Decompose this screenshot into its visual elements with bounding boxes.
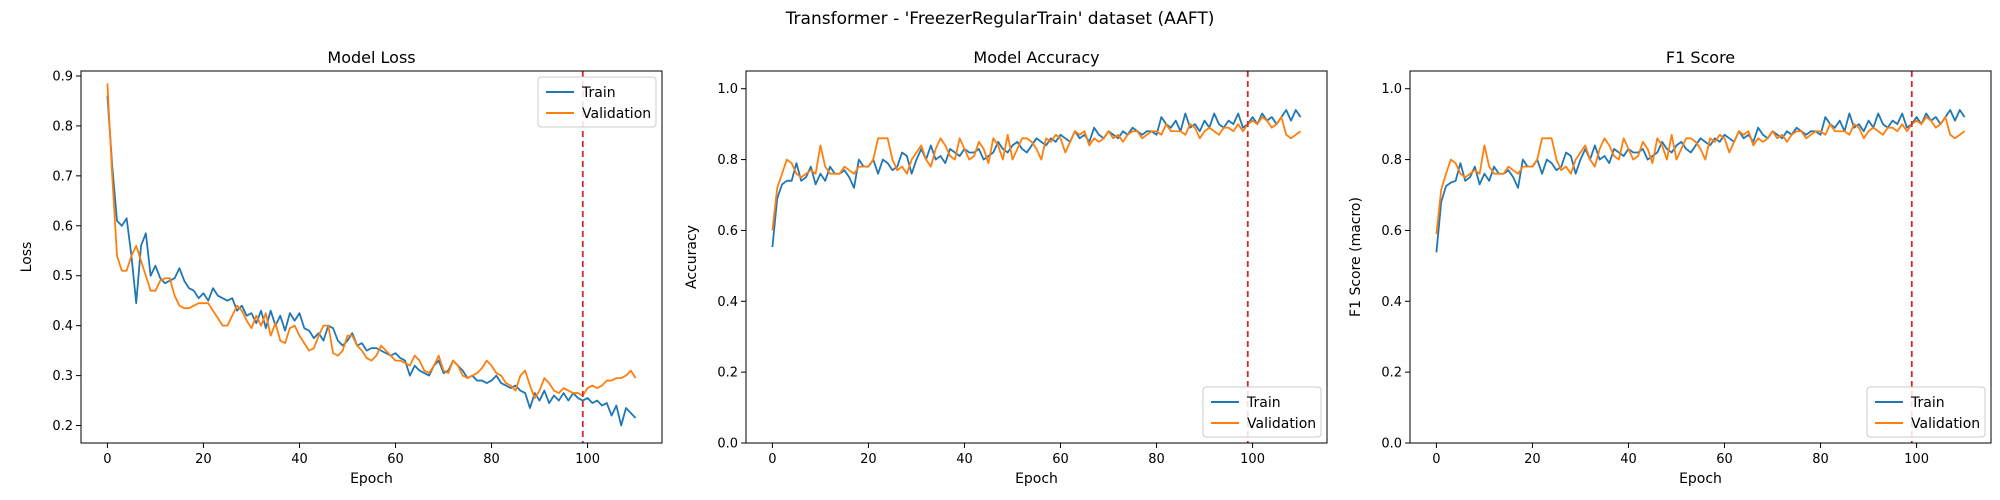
y-tick-label: 0.2 bbox=[717, 366, 738, 381]
series-line-validation bbox=[771, 116, 1302, 231]
y-tick-label: 0.8 bbox=[1381, 153, 1402, 168]
legend-label: Train bbox=[581, 85, 616, 101]
y-tick-label: 0.6 bbox=[1381, 224, 1402, 239]
legend-label: Train bbox=[1246, 395, 1281, 411]
x-axis-label: Epoch bbox=[1679, 471, 1722, 487]
series-line-validation bbox=[106, 83, 637, 399]
series-line-train bbox=[1435, 109, 1966, 253]
x-tick-label: 40 bbox=[1620, 452, 1637, 467]
chart-panel: Model Accuracy 0 20 40 60 80 100 0.0 0.2 0.4 0.6 0.… bbox=[684, 48, 1328, 487]
chart-title: F1 Score bbox=[1666, 48, 1735, 67]
plot-frame bbox=[745, 70, 1328, 444]
y-tick-label: 0.6 bbox=[717, 224, 738, 239]
y-tick-label: 0.4 bbox=[52, 319, 73, 334]
y-tick-label: 0.9 bbox=[52, 69, 73, 84]
y-tick-label: 0.8 bbox=[717, 153, 738, 168]
x-tick-label: 20 bbox=[860, 452, 877, 467]
legend-box bbox=[537, 76, 657, 128]
legend-label: Validation bbox=[1911, 416, 1980, 432]
x-tick-label: 100 bbox=[1904, 452, 1929, 467]
y-tick-label: 0.0 bbox=[717, 437, 738, 452]
x-tick-label: 100 bbox=[575, 452, 600, 467]
y-tick-label: 0.5 bbox=[52, 269, 73, 284]
x-tick-label: 40 bbox=[291, 452, 308, 467]
y-tick-label: 0.0 bbox=[1381, 437, 1402, 452]
x-tick-label: 80 bbox=[1812, 452, 1829, 467]
x-tick-label: 80 bbox=[483, 452, 500, 467]
legend-label: Train bbox=[1910, 395, 1945, 411]
legend-box bbox=[1202, 386, 1322, 438]
y-tick-label: 1.0 bbox=[1381, 82, 1402, 97]
plot-frame bbox=[80, 70, 663, 444]
legend-box bbox=[1866, 386, 1986, 438]
y-tick-label: 1.0 bbox=[717, 82, 738, 97]
x-tick-label: 0 bbox=[103, 452, 111, 467]
y-tick-label: 0.8 bbox=[52, 119, 73, 134]
x-tick-label: 0 bbox=[1432, 452, 1440, 467]
x-tick-label: 0 bbox=[768, 452, 776, 467]
series-line-validation bbox=[1435, 116, 1966, 235]
x-tick-label: 100 bbox=[1240, 452, 1265, 467]
y-axis-label: Loss bbox=[19, 242, 35, 273]
figure-title: Transformer - 'FreezerRegularTrain' data… bbox=[785, 9, 1215, 29]
legend: Train Validation bbox=[1866, 386, 1986, 438]
series-line-train bbox=[106, 95, 637, 427]
chart-panel: Model Loss 0 20 40 60 80 100 0.2 0.3 0.4 0.5 0.6 0.7… bbox=[19, 48, 663, 487]
x-tick-label: 60 bbox=[1052, 452, 1069, 467]
x-tick-label: 80 bbox=[1148, 452, 1165, 467]
y-tick-label: 0.4 bbox=[717, 295, 738, 310]
y-axis-label: F1 Score (macro) bbox=[1348, 197, 1364, 317]
chart-panel: F1 Score 0 20 40 60 80 100 0.0 0.2 0.4 0.6 0.8 1.0 Ep… bbox=[1348, 48, 1992, 487]
x-axis-label: Epoch bbox=[1015, 471, 1058, 487]
x-tick-label: 40 bbox=[956, 452, 973, 467]
y-tick-label: 0.7 bbox=[52, 169, 73, 184]
y-tick-label: 0.4 bbox=[1381, 295, 1402, 310]
chart-title: Model Loss bbox=[327, 48, 415, 67]
legend-label: Validation bbox=[582, 106, 651, 122]
y-axis-label: Accuracy bbox=[684, 225, 700, 289]
series-line-train bbox=[771, 109, 1302, 248]
legend: Train Validation bbox=[1202, 386, 1322, 438]
plot-frame bbox=[1409, 70, 1992, 444]
y-tick-label: 0.2 bbox=[52, 419, 73, 434]
legend: Train Validation bbox=[537, 76, 657, 128]
x-tick-label: 20 bbox=[1524, 452, 1541, 467]
y-tick-label: 0.3 bbox=[52, 369, 73, 384]
x-tick-label: 20 bbox=[195, 452, 212, 467]
x-tick-label: 60 bbox=[1716, 452, 1733, 467]
x-axis-label: Epoch bbox=[350, 471, 393, 487]
y-tick-label: 0.6 bbox=[52, 219, 73, 234]
y-tick-label: 0.2 bbox=[1381, 366, 1402, 381]
legend-label: Validation bbox=[1247, 416, 1316, 432]
chart-title: Model Accuracy bbox=[973, 48, 1099, 67]
chart-panels: Model Loss 0 20 40 60 80 100 0.2 0.3 0.4 0.5 0.6 0.7… bbox=[19, 48, 1992, 487]
x-tick-label: 60 bbox=[387, 452, 404, 467]
